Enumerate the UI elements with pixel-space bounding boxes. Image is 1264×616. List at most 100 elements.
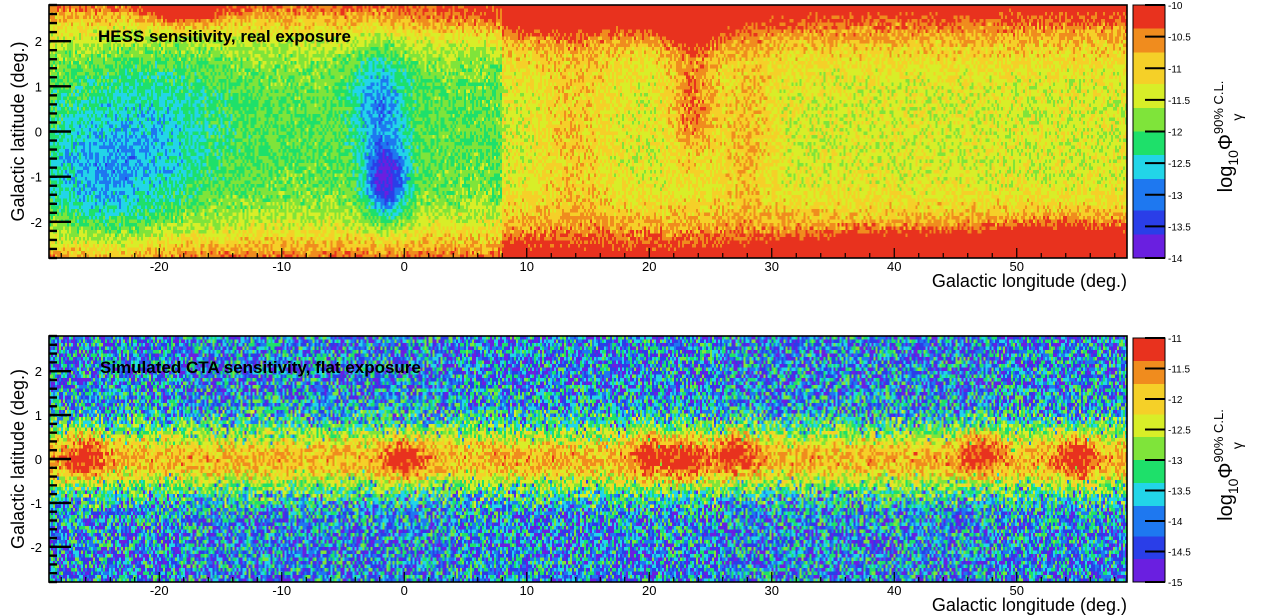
heatmap-cell (56, 29, 60, 34)
heatmap-cell (452, 8, 455, 13)
heatmap-cell (1025, 33, 1030, 38)
heatmap-cell (332, 12, 335, 16)
heatmap-cell (1005, 26, 1008, 30)
heatmap-cell (510, 68, 517, 73)
heatmap-cell (871, 54, 876, 59)
heatmap-cell (446, 61, 451, 66)
heatmap-cell (851, 12, 868, 16)
heatmap-cell (92, 15, 96, 20)
heatmap-cell (703, 64, 709, 69)
heatmap-cell (847, 50, 852, 55)
heatmap-cell (849, 12, 852, 16)
heatmap-cell (56, 22, 62, 27)
heatmap-cell (1113, 22, 1116, 27)
heatmap-cell (983, 43, 990, 48)
heatmap-cell (402, 29, 407, 34)
heatmap-cell (747, 22, 753, 27)
heatmap-cell (597, 36, 603, 41)
heatmap-cell (376, 26, 383, 30)
heatmap-cell (506, 26, 509, 30)
heatmap-cell (190, 47, 196, 52)
heatmap-cell (204, 71, 212, 76)
heatmap-cell (308, 33, 311, 38)
heatmap-cell (62, 8, 66, 13)
heatmap-cell (863, 22, 870, 27)
heatmap-cell (156, 15, 162, 20)
heatmap-cell (985, 19, 1002, 23)
heatmap-cell (258, 15, 262, 20)
heatmap-cell (807, 29, 810, 34)
heatmap-cell (222, 54, 228, 59)
heatmap-cell (807, 61, 812, 66)
heatmap-cell (995, 50, 1000, 55)
heatmap-cell (763, 36, 773, 41)
heatmap-cell (743, 71, 749, 76)
heatmap-cell (743, 50, 749, 55)
heatmap-cell (516, 57, 521, 62)
heatmap-cell (62, 5, 66, 9)
heatmap-cell (825, 71, 832, 76)
heatmap-cell (410, 15, 413, 20)
heatmap-cell (450, 64, 461, 69)
heatmap-cell (1015, 68, 1028, 73)
heatmap-cell (1011, 57, 1016, 62)
heatmap-cell (138, 15, 144, 20)
heatmap-cell (659, 54, 665, 59)
heatmap-cell (260, 64, 265, 69)
heatmap-cell (731, 36, 743, 41)
heatmap-cell (110, 15, 114, 20)
heatmap-cell (388, 29, 397, 34)
heatmap-cell (490, 54, 501, 59)
heatmap-cell (120, 29, 124, 34)
heatmap-cell (100, 33, 104, 38)
heatmap-cell (404, 15, 407, 20)
heatmap-cell (276, 5, 283, 9)
heatmap-cell (1125, 12, 1128, 16)
heatmap-cell (254, 12, 264, 16)
heatmap-cell (280, 50, 287, 55)
heatmap-cell (1097, 29, 1102, 34)
heatmap-cell (258, 8, 262, 13)
heatmap-cell (641, 40, 659, 45)
heatmap-cell (1015, 50, 1020, 55)
heatmap-cell (346, 22, 349, 27)
heatmap-cell (947, 22, 950, 27)
heatmap-cell (817, 57, 822, 62)
heatmap-cell (705, 71, 717, 76)
heatmap-cell (709, 64, 719, 69)
heatmap-cell (126, 26, 138, 30)
heatmap-cell (923, 33, 930, 38)
heatmap-cell (214, 57, 224, 62)
heatmap-cell (360, 71, 365, 76)
heatmap-cell (659, 68, 665, 73)
heatmap-cell (941, 64, 948, 69)
heatmap-cell (56, 68, 64, 73)
heatmap-cell (72, 26, 78, 30)
heatmap-cell (935, 40, 942, 45)
heatmap-cell (951, 61, 956, 66)
heatmap-cell (152, 26, 156, 30)
heatmap-cell (352, 68, 357, 73)
heatmap-cell (627, 29, 633, 34)
heatmap-cell (164, 22, 168, 27)
heatmap-cell (901, 47, 908, 52)
heatmap-cell (214, 33, 224, 38)
heatmap-cell (406, 15, 409, 20)
heatmap-cell (833, 71, 840, 76)
heatmap-cell (500, 26, 503, 30)
heatmap-cell (1115, 19, 1122, 23)
heatmap-cell (1007, 43, 1018, 48)
heatmap-cell (518, 33, 521, 38)
heatmap-cell (891, 26, 894, 30)
heatmap-cell (330, 71, 351, 76)
heatmap-cell (1087, 26, 1090, 30)
heatmap-cell (144, 19, 148, 23)
heatmap-cell (1103, 43, 1108, 48)
heatmap-cell (124, 26, 128, 30)
heatmap-cell (414, 33, 417, 38)
heatmap-cell (929, 12, 932, 16)
heatmap-cell (278, 19, 281, 23)
heatmap-cell (352, 29, 363, 34)
heatmap-cell (522, 33, 527, 38)
heatmap-cell (130, 5, 140, 9)
